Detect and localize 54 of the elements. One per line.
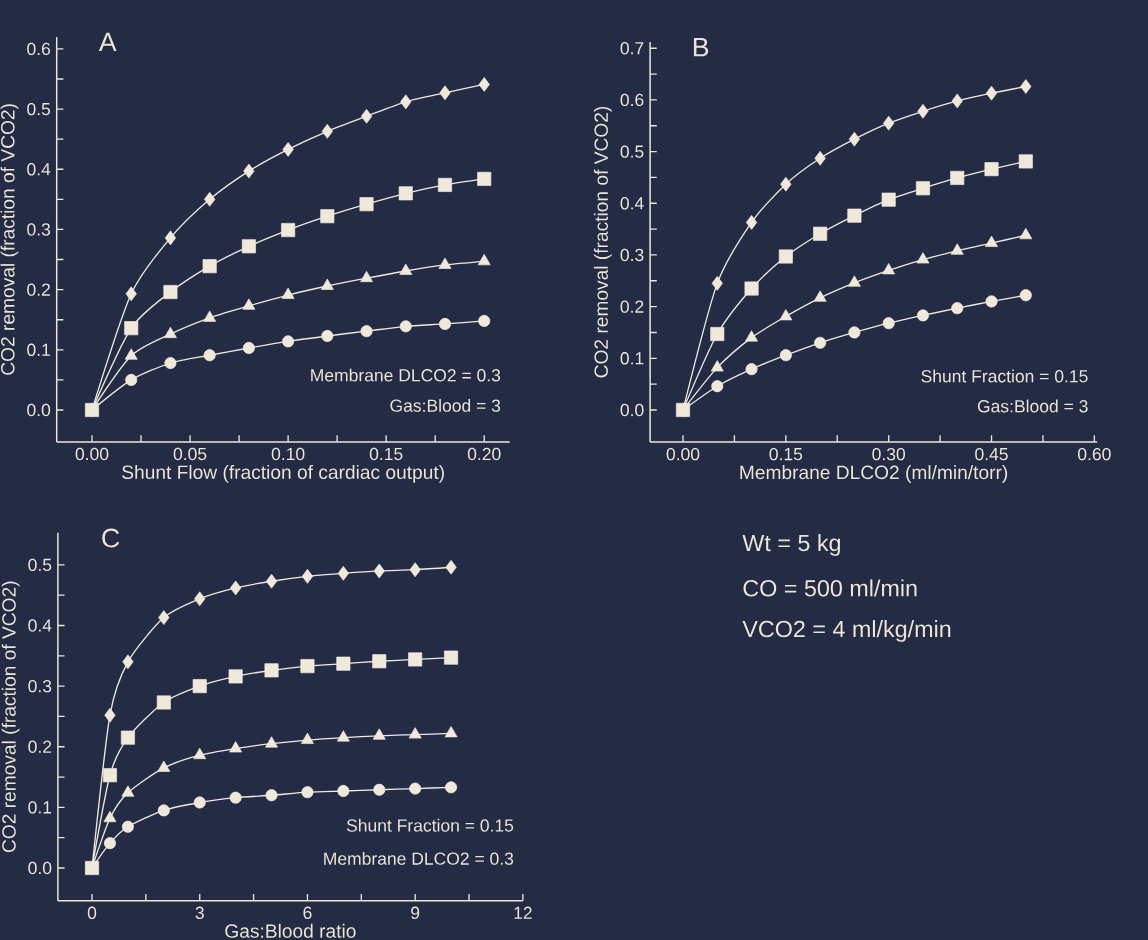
- y-tick-label: 0.3: [27, 223, 51, 236]
- y-tick-label: 0.1: [27, 343, 50, 357]
- y-tick-label: 0.0: [27, 403, 51, 417]
- y-axis-title: CO2 removal (fraction of VCO2): [593, 106, 612, 378]
- x-tick-label: 0.60: [1078, 447, 1111, 461]
- y-tick-label: 0.6: [27, 42, 51, 56]
- x-tick-label: 0.10: [271, 447, 305, 461]
- y-tick-label: 0.0: [620, 403, 644, 417]
- y-tick-label: 0.3: [28, 679, 52, 693]
- y-tick-label: 0.0: [28, 861, 52, 875]
- x-tick-label: 6: [303, 906, 312, 920]
- x-tick-label: 0: [87, 906, 97, 920]
- annotation: Shunt Fraction = 0.15: [346, 818, 514, 832]
- annotation: Gas:Blood = 3: [390, 399, 501, 412]
- y-tick-label: 0.4: [28, 619, 52, 632]
- y-tick-label: 0.4: [27, 163, 51, 176]
- x-tick-label: 0.15: [369, 447, 403, 461]
- chart-title: C: [102, 528, 120, 548]
- y-tick-label: 0.1: [620, 352, 644, 365]
- y-tick-label: 0.2: [27, 283, 50, 296]
- annotation: Shunt Fraction = 0.15: [921, 369, 1088, 383]
- y-tick-label: 0.5: [28, 558, 52, 572]
- y-tick-label: 0.6: [620, 93, 644, 107]
- y-tick-label: 0.7: [620, 42, 644, 55]
- chart-title: A: [98, 32, 117, 52]
- x-tick-label: 0.00: [75, 447, 109, 461]
- chart-title: B: [693, 37, 709, 57]
- x-tick-label: 0.15: [769, 447, 803, 461]
- x-tick-label: 0.05: [173, 447, 207, 461]
- text: Wt = 5 kg: [742, 534, 841, 556]
- x-tick-label: 0.20: [467, 447, 501, 461]
- y-axis-title: CO2 removal (fraction of VCO2): [0, 104, 19, 375]
- x-tick-label: 0.45: [975, 447, 1008, 461]
- y-axis-title: CO2 removal (fraction of VCO2): [1, 581, 20, 853]
- y-tick-label: 0.4: [620, 197, 644, 210]
- x-tick-label: 12: [514, 906, 532, 919]
- y-tick-label: 0.2: [28, 740, 52, 753]
- x-axis-title: Gas:Blood ratio: [225, 923, 356, 938]
- annotation: Gas:Blood = 3: [977, 399, 1088, 413]
- y-tick-label: 0.3: [620, 248, 644, 262]
- annotation: Membrane DLCO2 = 0.3: [311, 368, 501, 382]
- y-tick-label: 0.2: [620, 300, 644, 313]
- text: CO = 500 ml/min: [743, 579, 917, 597]
- x-tick-label: 0.00: [666, 447, 700, 461]
- y-tick-label: 0.1: [28, 801, 52, 814]
- y-tick-label: 0.5: [27, 102, 51, 116]
- x-tick-label: 3: [195, 906, 204, 920]
- x-tick-label: 0.30: [872, 447, 906, 461]
- x-tick-label: 9: [411, 906, 420, 920]
- text: VCO2 = 4 ml/kg/min: [742, 620, 951, 642]
- y-tick-label: 0.5: [620, 145, 644, 158]
- annotation: Membrane DLCO2 = 0.3: [324, 851, 514, 865]
- x-axis-title: Membrane DLCO2 (ml/min/torr): [740, 465, 1008, 483]
- x-axis-title: Shunt Flow (fraction of cardiac output): [122, 464, 444, 483]
